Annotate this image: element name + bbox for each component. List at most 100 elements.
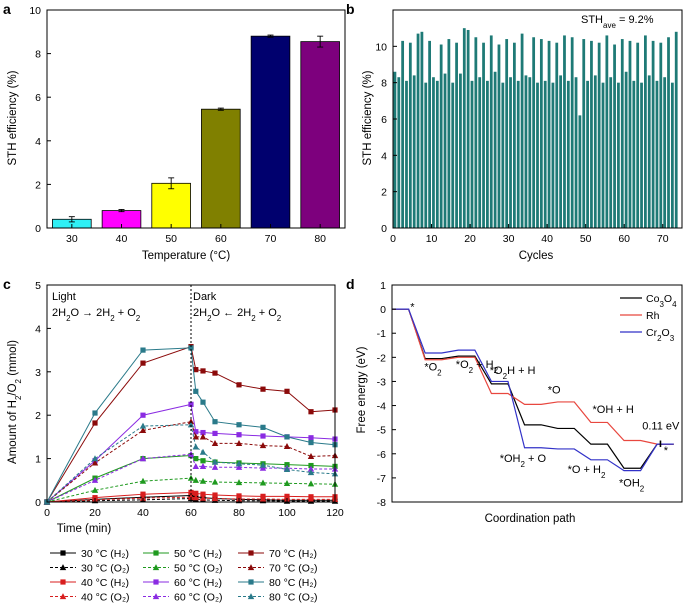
bar-cycle-21: [470, 80, 474, 228]
y-tick-label-8: 8: [381, 78, 387, 90]
y-tick-label--1: -1: [377, 328, 386, 340]
bar-cycle-36: [528, 77, 532, 228]
bar-cycle-46: [566, 80, 570, 228]
series-point-11-8: [259, 461, 267, 468]
y-tick-label-1: 1: [35, 454, 41, 466]
series-point-11-10: [307, 469, 315, 476]
series-point-3-8: [259, 495, 267, 502]
series-point-11-6: [211, 458, 219, 465]
bar-cycle-64: [636, 42, 640, 229]
series-point-3-3: [187, 493, 195, 500]
x-tick-label-20: 20: [89, 507, 101, 519]
chart-c: 0 20 40 60 80 100 120 0 1 2 3 4 5 Time (min) Amount …: [7, 280, 344, 604]
bar-cycle-25: [486, 80, 489, 228]
bar-cycle-53: [593, 75, 597, 229]
legend-marker-9: [247, 564, 255, 571]
chart-b-axes: 0 10 20 30 40 50 60 70 0 2 4 6 8 10: [375, 9, 683, 245]
series-point-11-4: [192, 443, 199, 450]
bar-cycle-49: [578, 115, 582, 228]
series-point-8-1: [92, 420, 98, 426]
bar-cycle-48: [574, 77, 578, 228]
series-point-6-7: [236, 432, 242, 438]
series-point-10-8: [260, 424, 266, 430]
series-point-7-8: [259, 464, 267, 471]
bar-cycle-8: [420, 31, 424, 228]
bar-cycle-1: [393, 71, 397, 229]
series-point-11-7: [235, 460, 243, 467]
series-point-9-1: [91, 459, 99, 466]
y-tick-label-6: 6: [381, 114, 387, 126]
series-point-7-1: [91, 476, 99, 483]
chart-c-light-label: Light: [52, 291, 76, 303]
chart-c-ylabel: Amount of H2/O2 (mmol): [7, 340, 23, 464]
bar-cycle-18: [459, 73, 462, 228]
series-line-8: [46, 345, 336, 503]
series-line-1: [46, 498, 335, 503]
bar-cycle-13: [439, 44, 443, 229]
y-tick-label-3: 3: [35, 367, 41, 379]
series-point-11-5: [199, 448, 207, 455]
legend-marker-1: [59, 564, 67, 571]
legend-marker-0: [60, 550, 66, 556]
series-line-3: [46, 496, 335, 503]
series-point-3-4: [192, 494, 199, 501]
legend-marker-10: [248, 579, 254, 585]
series-point-8-8: [260, 386, 266, 392]
chart-c-light-equation: 2H2O → 2H2 + O2: [52, 307, 141, 323]
series-point-3-5: [199, 494, 207, 501]
bar-cycle-24: [482, 42, 485, 229]
series-point-3-6: [211, 495, 219, 502]
y-tick-label-0: 0: [35, 223, 41, 235]
series-point-11-3: [187, 421, 195, 428]
panel-label-a: a: [3, 1, 11, 17]
chart-a-bars: [52, 34, 340, 229]
chart-b-frame: [392, 9, 683, 229]
legend-label-9: 70 °C (O₂): [269, 563, 318, 575]
series-point-8-4: [193, 367, 199, 373]
series-point-9-9: [283, 443, 291, 450]
series-point-4-5: [200, 458, 206, 464]
bar-cycle-16: [451, 82, 455, 229]
annotation-5: *OH + H: [593, 404, 634, 416]
bar-cycle-10: [428, 40, 431, 229]
chart-b: 0 10 20 30 40 50 60 70 0 2 4 6 8 10 Cycles STH effici…: [362, 9, 683, 262]
series-point-5-2: [139, 477, 147, 484]
legend-label-2: Cr2O3: [646, 327, 675, 343]
bar-cycle-26: [489, 35, 493, 228]
series-line-2: [46, 491, 335, 503]
series-point-2-3: [188, 489, 194, 496]
bar-cycle-27: [493, 71, 497, 229]
x-tick-label-40: 40: [116, 233, 128, 245]
bar-cycle-69: [655, 80, 659, 228]
series-point-9-4: [192, 433, 199, 440]
bar-cycle-50: [582, 39, 586, 228]
bar-cycle-30: [505, 39, 509, 228]
chart-b-ylabel: STH efficiency (%): [362, 70, 374, 165]
series-line-10: [46, 347, 336, 503]
chart-c-legend: 30 °C (H₂) 30 °C (O₂) 40 °C (H₂) 40 °C (O₂)…: [50, 548, 318, 604]
y-tick-label--6: -6: [377, 449, 386, 461]
legend-label-3: 40 °C (O₂): [81, 592, 130, 604]
energy-path-0: [392, 308, 674, 469]
bar-cycle-47: [570, 37, 574, 228]
bar-cycle-43: [555, 42, 559, 229]
legend-label-7: 60 °C (O₂): [174, 592, 223, 604]
x-tick-label-60: 60: [185, 507, 197, 519]
bar-cycle-12: [435, 80, 439, 228]
series-point-9-2: [139, 426, 147, 433]
bar-cycle-52: [590, 40, 593, 229]
chart-d-xlabel: Coordination path: [485, 513, 576, 525]
series-point-10-4: [193, 388, 199, 394]
chart-c-dark-label: Dark: [193, 291, 217, 303]
bar-cycle-4: [405, 80, 408, 228]
bar-cycle-45: [563, 35, 566, 228]
series-point-5-9: [283, 479, 291, 486]
bar-cycle-20: [466, 29, 470, 228]
x-tick-label-70: 70: [265, 233, 277, 245]
series-point-9-7: [235, 440, 243, 447]
y-tick-label-10: 10: [375, 41, 387, 53]
y-tick-label--5: -5: [377, 425, 386, 437]
y-tick-label-8: 8: [35, 49, 41, 61]
panel-label-d: d: [346, 276, 355, 292]
x-tick-label-0: 0: [44, 507, 50, 519]
